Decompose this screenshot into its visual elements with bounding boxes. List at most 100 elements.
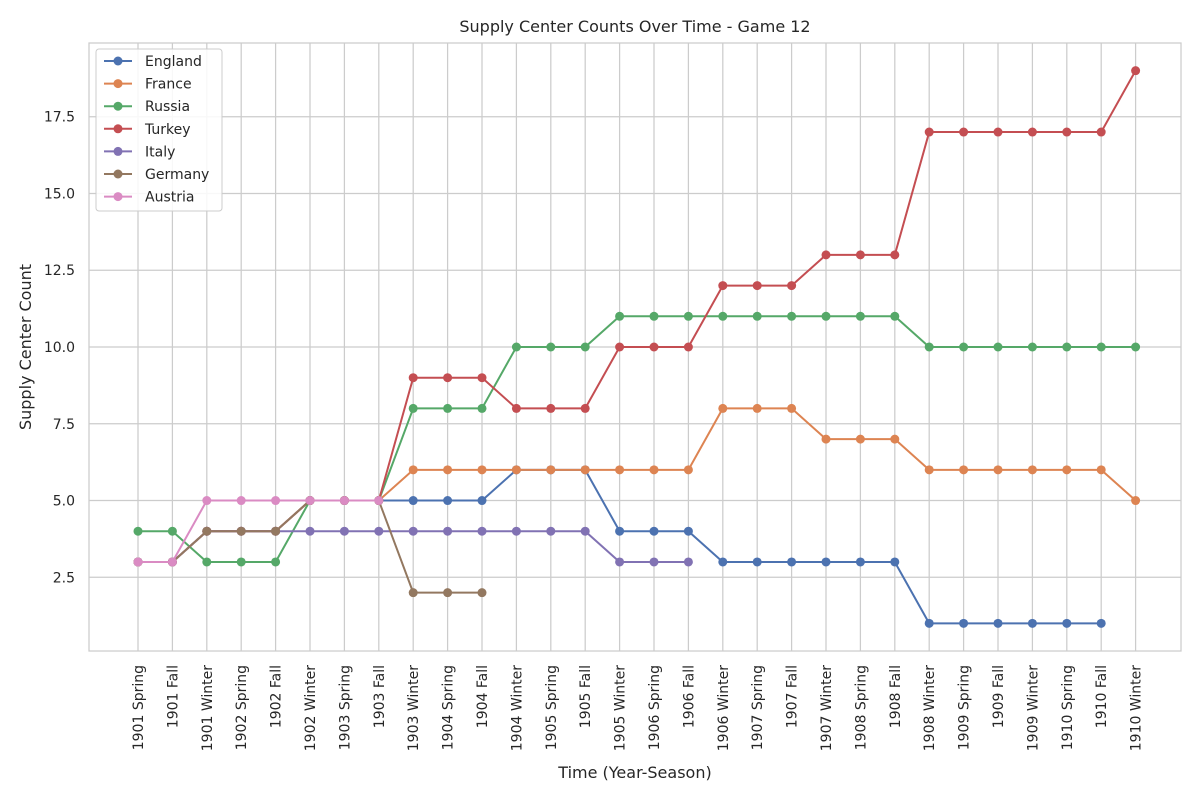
x-tick-label: 1907 Spring <box>750 665 766 750</box>
data-point <box>683 557 693 567</box>
legend-marker <box>113 169 123 179</box>
legend-item: Turkey <box>104 122 191 138</box>
data-point <box>649 311 659 321</box>
legend-label: Germany <box>145 167 209 183</box>
x-tick-label: 1905 Spring <box>544 665 560 750</box>
data-point <box>305 496 315 506</box>
data-point <box>718 557 728 567</box>
data-point <box>580 342 590 352</box>
data-point <box>546 526 556 536</box>
data-point <box>890 434 900 444</box>
data-point <box>924 342 934 352</box>
data-point <box>133 557 143 567</box>
data-point <box>959 618 969 628</box>
data-point <box>1096 342 1106 352</box>
x-tick-label: 1909 Spring <box>957 665 973 750</box>
data-point <box>1131 342 1141 352</box>
data-point <box>787 557 797 567</box>
data-point <box>718 311 728 321</box>
data-point <box>855 311 865 321</box>
data-point <box>821 557 831 567</box>
data-point <box>683 342 693 352</box>
x-tick-label: 1904 Fall <box>475 665 491 728</box>
data-point <box>1131 496 1141 506</box>
x-tick-label: 1902 Spring <box>234 665 250 750</box>
legend-item: Germany <box>104 167 209 183</box>
legend-label: France <box>145 77 192 93</box>
data-point <box>855 557 865 567</box>
data-point <box>993 465 1003 475</box>
x-tick-label: 1908 Spring <box>853 665 869 750</box>
data-point <box>752 557 762 567</box>
data-point <box>890 557 900 567</box>
y-tick-label: 5.0 <box>53 494 75 510</box>
data-point <box>649 526 659 536</box>
y-tick-label: 2.5 <box>53 570 75 586</box>
data-point <box>408 588 418 598</box>
data-point <box>1027 127 1037 137</box>
data-point <box>443 526 453 536</box>
data-point <box>787 281 797 291</box>
data-point <box>1027 342 1037 352</box>
legend-item: Russia <box>104 99 190 115</box>
data-point <box>408 465 418 475</box>
legend-marker <box>113 101 123 111</box>
x-tick-label: 1906 Fall <box>681 665 697 728</box>
legend: England France Russia Turkey Italy Germany Aus… <box>95 48 223 212</box>
data-point <box>924 465 934 475</box>
data-point <box>890 311 900 321</box>
data-point <box>202 496 212 506</box>
data-point <box>615 311 625 321</box>
data-point <box>374 496 384 506</box>
x-tick-label: 1910 Spring <box>1060 665 1076 750</box>
data-point <box>477 403 487 413</box>
data-point <box>511 526 521 536</box>
data-point <box>649 557 659 567</box>
x-axis-label: Time (Year-Season) <box>557 763 711 782</box>
x-tick-label: 1903 Spring <box>337 665 353 750</box>
x-tick-label: 1903 Fall <box>372 665 388 728</box>
data-point <box>1131 66 1141 76</box>
data-point <box>271 557 281 567</box>
data-point <box>821 434 831 444</box>
x-tick-label: 1901 Fall <box>165 665 181 728</box>
data-point <box>959 342 969 352</box>
data-point <box>787 311 797 321</box>
data-point <box>1027 618 1037 628</box>
data-point <box>236 496 246 506</box>
y-tick-label: 7.5 <box>53 417 75 433</box>
data-point <box>855 434 865 444</box>
data-point <box>339 496 349 506</box>
legend-marker <box>113 146 123 156</box>
data-point <box>1027 465 1037 475</box>
x-tick-label: 1906 Spring <box>647 665 663 750</box>
legend-marker <box>113 56 123 66</box>
data-point <box>202 557 212 567</box>
data-point <box>443 403 453 413</box>
x-tick-label: 1902 Winter <box>303 665 319 751</box>
x-tick-label: 1901 Spring <box>131 665 147 750</box>
series-line <box>138 499 379 563</box>
data-point <box>615 557 625 567</box>
data-point <box>477 465 487 475</box>
data-point <box>374 526 384 536</box>
legend-label: Italy <box>145 144 175 160</box>
data-point <box>511 465 521 475</box>
x-tick-label: 1904 Spring <box>441 665 457 750</box>
data-point <box>167 526 177 536</box>
data-point <box>615 342 625 352</box>
data-point <box>683 526 693 536</box>
data-point <box>546 465 556 475</box>
y-tick-label: 10.0 <box>44 340 75 356</box>
data-point <box>1062 618 1072 628</box>
data-point <box>787 403 797 413</box>
data-point <box>408 373 418 383</box>
x-tick-label: 1909 Fall <box>991 665 1007 728</box>
data-point <box>1096 465 1106 475</box>
legend-label: Turkey <box>144 122 191 138</box>
data-point <box>993 342 1003 352</box>
data-point <box>752 311 762 321</box>
data-point <box>821 250 831 260</box>
data-point <box>1096 618 1106 628</box>
data-point <box>580 465 590 475</box>
